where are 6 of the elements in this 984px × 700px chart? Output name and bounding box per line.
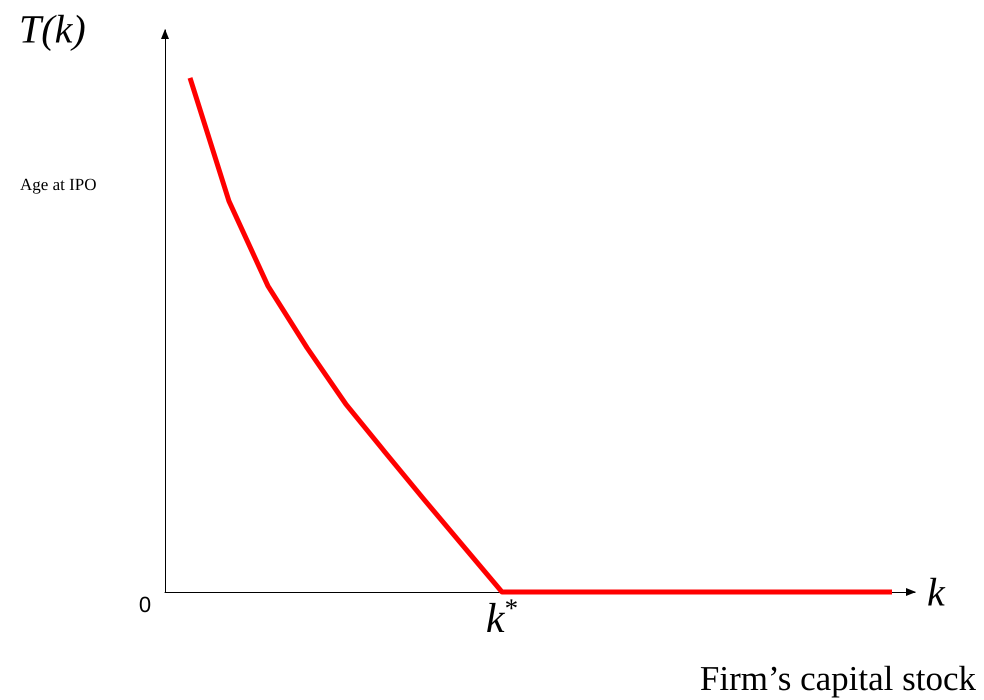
text: Firm’s capital stock	[700, 659, 976, 698]
x-axis-title: k	[927, 570, 946, 614]
y-axis-title: T(k)	[19, 6, 86, 52]
text: Age at IPO	[20, 175, 96, 194]
text: 0	[138, 592, 152, 617]
text: k$^{*}$	[486, 593, 518, 642]
